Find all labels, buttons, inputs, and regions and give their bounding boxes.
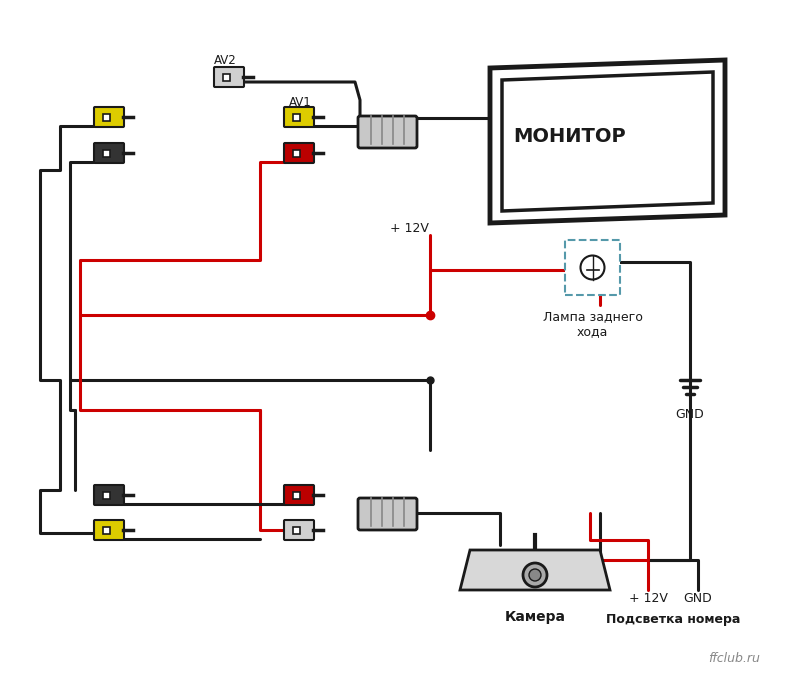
Text: GND: GND bbox=[684, 591, 712, 604]
FancyBboxPatch shape bbox=[94, 107, 124, 127]
Text: AV1: AV1 bbox=[289, 96, 311, 110]
FancyBboxPatch shape bbox=[94, 520, 124, 540]
Polygon shape bbox=[502, 72, 713, 211]
FancyBboxPatch shape bbox=[284, 485, 314, 505]
Text: ffclub.ru: ffclub.ru bbox=[708, 652, 760, 665]
FancyBboxPatch shape bbox=[214, 67, 244, 87]
Text: Подсветка номера: Подсветка номера bbox=[606, 614, 740, 627]
Text: + 12V: + 12V bbox=[390, 222, 429, 235]
FancyBboxPatch shape bbox=[284, 107, 314, 127]
FancyBboxPatch shape bbox=[223, 74, 230, 80]
Circle shape bbox=[523, 563, 547, 587]
FancyBboxPatch shape bbox=[294, 149, 301, 156]
FancyBboxPatch shape bbox=[103, 113, 110, 121]
Text: МОНИТОР: МОНИТОР bbox=[514, 128, 626, 147]
FancyBboxPatch shape bbox=[294, 527, 301, 533]
Text: + 12V: + 12V bbox=[629, 591, 667, 604]
FancyBboxPatch shape bbox=[284, 520, 314, 540]
FancyBboxPatch shape bbox=[565, 240, 620, 295]
FancyBboxPatch shape bbox=[103, 149, 110, 156]
Text: Камера: Камера bbox=[505, 610, 566, 624]
Text: GND: GND bbox=[676, 408, 704, 421]
FancyBboxPatch shape bbox=[294, 113, 301, 121]
FancyBboxPatch shape bbox=[103, 492, 110, 499]
FancyBboxPatch shape bbox=[94, 485, 124, 505]
Polygon shape bbox=[490, 60, 725, 223]
Circle shape bbox=[529, 569, 541, 581]
FancyBboxPatch shape bbox=[294, 492, 301, 499]
FancyBboxPatch shape bbox=[94, 143, 124, 163]
FancyBboxPatch shape bbox=[358, 498, 417, 530]
Text: AV2: AV2 bbox=[214, 53, 236, 67]
FancyBboxPatch shape bbox=[284, 143, 314, 163]
Text: Лампа заднего
хода: Лампа заднего хода bbox=[542, 310, 642, 338]
Polygon shape bbox=[460, 550, 610, 590]
FancyBboxPatch shape bbox=[103, 527, 110, 533]
FancyBboxPatch shape bbox=[358, 116, 417, 148]
